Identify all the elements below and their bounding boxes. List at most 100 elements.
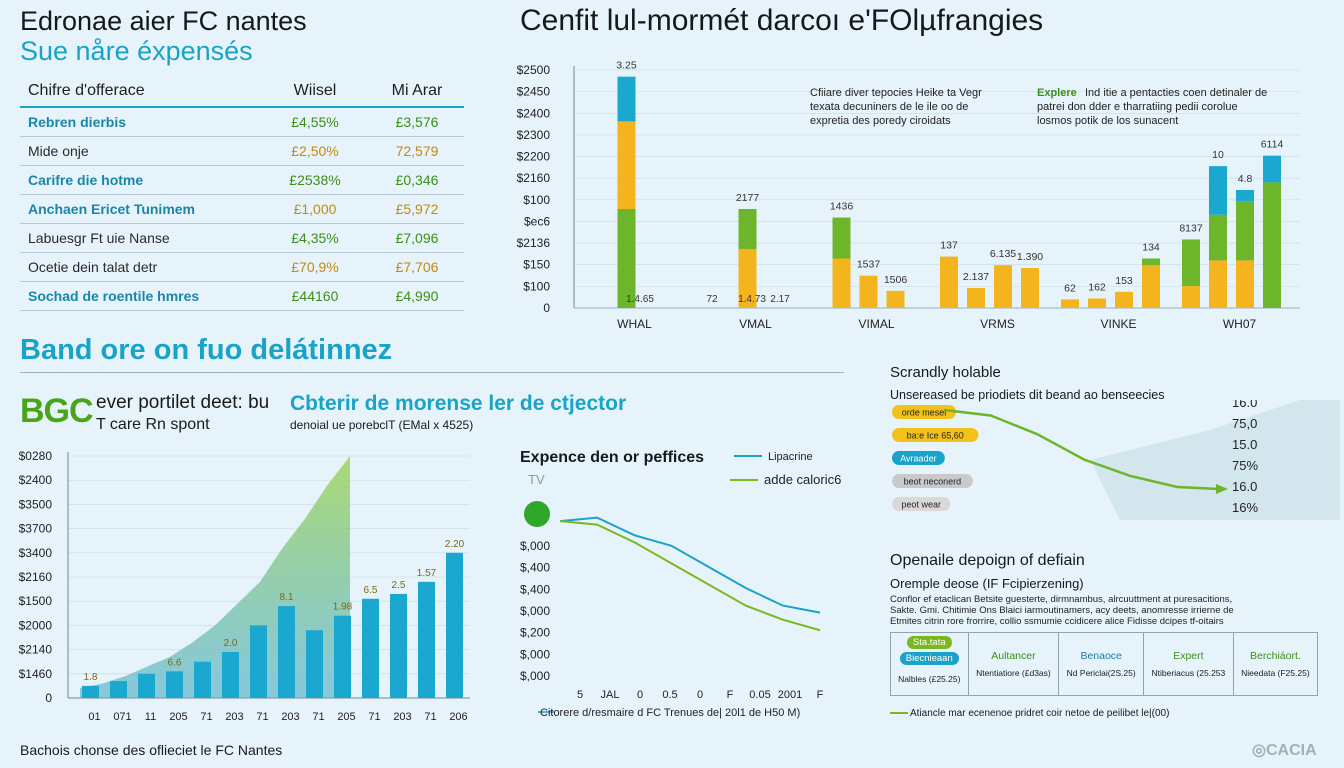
bar-value-label: 1.4.73 xyxy=(738,294,766,305)
trend-value: 16% xyxy=(1232,500,1258,515)
bar-value-label: 6.6 xyxy=(168,657,182,668)
level-heading: Expert xyxy=(1173,650,1204,662)
table-row: Labuesgr Ft uie Nanse £4,35% £7,096 xyxy=(20,223,464,253)
tv-label: TV xyxy=(528,472,545,487)
design-level-cell: Benaoce Nd Periclai(2S.25) xyxy=(1058,632,1144,696)
bar-segment xyxy=(1088,298,1106,308)
bar-chart-title: Cenfit lul-mormét darcoı e'FOlµfrangies xyxy=(520,4,1044,37)
y-tick-label: $2200 xyxy=(517,150,551,164)
bar-value-label: 72 xyxy=(706,294,718,305)
level-badge: Biecnieaan xyxy=(899,652,959,665)
x-tick-label: VRMS xyxy=(980,317,1015,331)
row-value-2: £7,706 xyxy=(370,252,464,282)
stacked-bar-chart: $2500 $2450 $2400 $2300 $2200 $2160 $100 $ес6 $2… xyxy=(517,60,1300,331)
bar-segment xyxy=(1236,260,1254,308)
y-tick-label: $,400 xyxy=(520,561,550,575)
trend-value: 16.0 xyxy=(1232,400,1257,410)
note-left-line: texata decuniners de le ile oo de xyxy=(810,101,968,113)
bar-segment xyxy=(617,121,636,209)
y-tick-label: $,000 xyxy=(520,604,550,618)
row-label: Carifre die hotme xyxy=(20,165,260,195)
y-tick-label: $100 xyxy=(523,279,550,293)
category-pill xyxy=(892,428,979,442)
category-pill xyxy=(892,474,973,488)
bar-value-label: 8.1 xyxy=(280,592,294,603)
legend-label: adde caloric6 xyxy=(764,472,841,487)
trend-panel-title: Scrandly holable xyxy=(890,364,1001,381)
design-panel-title: Openaile depoign of defiain xyxy=(890,552,1085,569)
x-tick-label: 11 xyxy=(145,711,156,723)
note-right-prefix: Explere xyxy=(1037,87,1077,99)
design-level-cell: Berchiáort. Nieedata (F25.25) xyxy=(1232,632,1319,696)
y-tick-label: $,000 xyxy=(520,669,550,683)
growth-bar-chart: $0280 $2400 $3500 $3700 $3400 $2160 $1500 $2000… xyxy=(19,449,470,723)
growth-bar xyxy=(194,661,211,698)
bar-value-label: 1.8 xyxy=(84,672,98,683)
row-label: Labuesgr Ft uie Nanse xyxy=(20,223,260,253)
x-tick-label: 205 xyxy=(337,711,355,723)
brand-logo-icon: ◎ xyxy=(1252,742,1266,759)
growth-chart-title: Cbterir de morense ler de ctjector xyxy=(290,392,627,415)
row-label: Sochad de roentile hmres xyxy=(20,281,260,311)
logo-caption-line2: T care Rn spont xyxy=(96,416,210,433)
table-title: Edronae aier FC nantes xyxy=(20,6,307,36)
design-panel-body: Conflor ef etaclican Betsite guesterte, … xyxy=(890,594,1310,627)
bar-value-label: 2.137 xyxy=(963,271,989,283)
y-tick-label: $2160 xyxy=(19,570,53,584)
bar-value-label: 10 xyxy=(1212,149,1224,161)
growth-bar xyxy=(250,625,267,698)
y-tick-label: $2300 xyxy=(517,128,551,142)
y-tick-label: $2400 xyxy=(19,473,53,487)
bar-value-label: 134 xyxy=(1142,241,1160,253)
bar-value-label: 1.98 xyxy=(333,602,353,613)
growth-bar xyxy=(306,630,323,698)
growth-bar xyxy=(362,598,379,698)
bar-segment xyxy=(1236,201,1254,261)
level-detail: Ntiberiacus (25.253 xyxy=(1151,668,1226,678)
bar-value-label: 8137 xyxy=(1179,222,1203,234)
note-left-line: expretia des poredy ciroidats xyxy=(810,115,951,127)
growth-bar xyxy=(278,606,295,698)
level-detail: Nieedata (F25.25) xyxy=(1241,668,1310,678)
row-label: Ocetie dein talat detr xyxy=(20,252,260,282)
y-tick-label: $,200 xyxy=(520,626,550,640)
y-tick-label: $1460 xyxy=(19,667,53,681)
x-tick-label: 0.5 xyxy=(662,689,677,701)
bar-segment xyxy=(940,256,958,308)
bar-value-label: 1.390 xyxy=(1017,251,1043,263)
expense-line-chart: Expence den or peffices Lipacrine adde cal… xyxy=(520,449,841,719)
bar-value-label: 6114 xyxy=(1261,139,1284,151)
level-detail: Ntentiatiore (£d3as) xyxy=(976,668,1051,678)
row-value-2: £0,346 xyxy=(370,165,464,195)
trend-value: 16.0 xyxy=(1232,479,1257,494)
bar-segment xyxy=(994,265,1012,308)
table-header-row: Chifre d'offerace Wiisel Mi Arar xyxy=(20,78,464,108)
row-value-2: £7,096 xyxy=(370,223,464,253)
status-dot-icon xyxy=(524,501,550,527)
brand-logo: ◎CACIA xyxy=(1252,740,1317,760)
bar-value-label: 6.135 xyxy=(990,248,1016,260)
bar-value-label: 6.5 xyxy=(364,585,378,596)
category-pill xyxy=(892,497,951,511)
series-line xyxy=(559,520,821,632)
y-tick-label: $100 xyxy=(523,193,550,207)
growth-bar xyxy=(82,685,99,698)
table-header-col1: Wiisel xyxy=(260,78,370,108)
y-tick-label: $2400 xyxy=(517,106,551,120)
bar-value-label: 2.17 xyxy=(770,294,790,305)
y-tick-label: $,000 xyxy=(520,647,550,661)
bar-value-label: 4.8 xyxy=(1238,173,1253,185)
row-value-1: £4,35% xyxy=(260,223,370,253)
category-pill-label: beot neconerd xyxy=(904,477,962,487)
bar-segment xyxy=(1209,166,1227,215)
body-line: Sakte. Gmi. Chitimie Ons Blaici iarmouti… xyxy=(890,605,1234,616)
category-pill-label: orde mesel xyxy=(902,408,947,418)
bar-value-label: 3.25 xyxy=(616,60,637,72)
bar-segment xyxy=(617,208,636,308)
brand-name: CACIA xyxy=(1265,742,1317,759)
y-tick-label: $2160 xyxy=(517,171,551,185)
bar-value-label: 162 xyxy=(1088,281,1106,293)
x-tick-label: VINKE xyxy=(1100,317,1136,331)
note-right-line: Ind itie a pentacties coen detinaler de xyxy=(1085,87,1267,99)
category-pill-label: ba:e Ice 65,60 xyxy=(907,431,964,441)
